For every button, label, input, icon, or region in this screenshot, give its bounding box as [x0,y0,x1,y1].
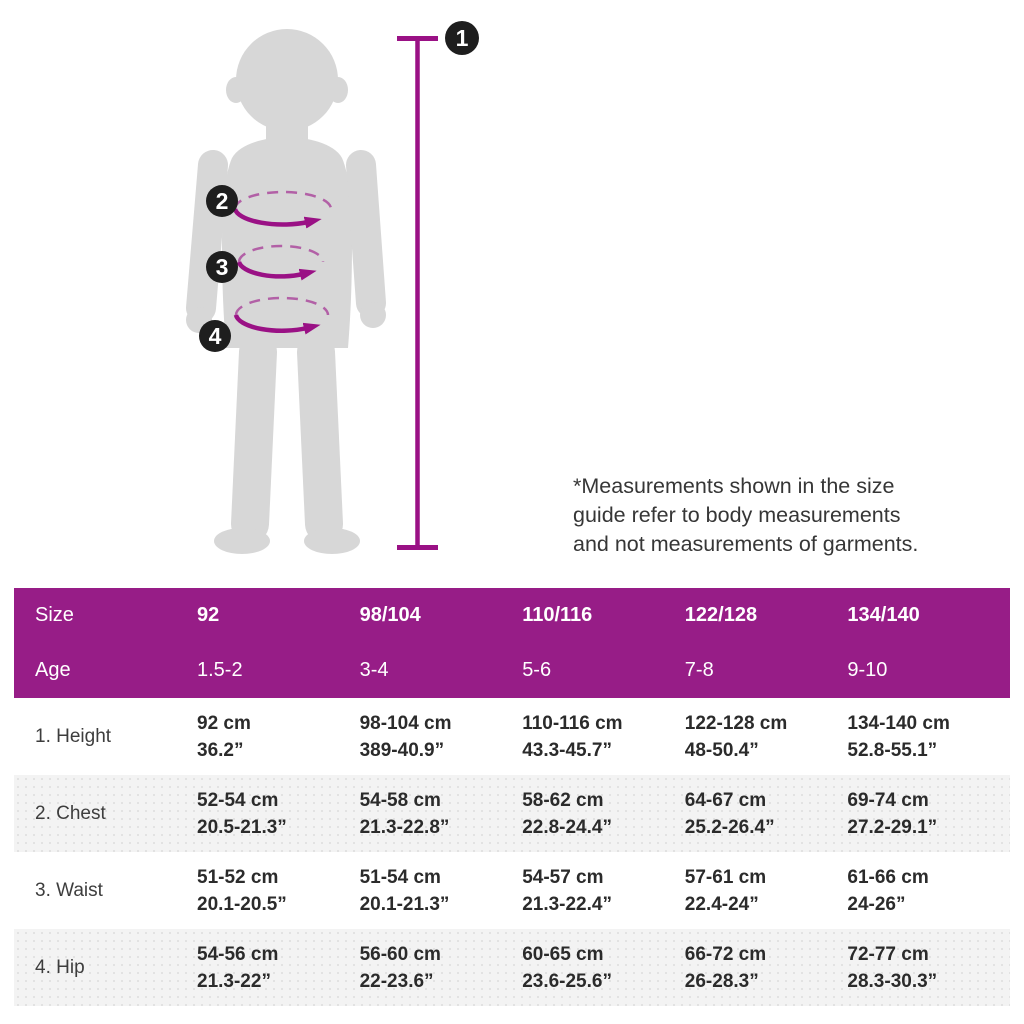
table-cell: 92 cm 36.2” [197,712,251,761]
table-cell: 134-140 cm 52.8-55.1” [847,712,950,761]
table-row-height: 1. Height 92 cm 36.2” 98-104 cm 389-40.9” … [14,698,1010,775]
marker-3-waist: 3 [206,251,238,283]
table-cell: 69-74 cm 27.2-29.1” [847,789,938,838]
hip-ring [233,296,330,335]
age-row-label: Age [35,659,71,681]
size-table: Size 92 98/104 110/116 122/128 134/140 A… [14,588,1010,1006]
table-cell: 54-57 cm 21.3-22.4” [522,866,612,915]
age-value: 9-10 [847,659,888,681]
row-label: 3. Waist [35,879,103,901]
size-value: 134/140 [847,604,920,626]
table-row-chest: 2. Chest 52-54 cm 20.5-21.3” 54-58 cm 21.3… [14,775,1010,852]
marker-3-number: 3 [216,254,229,280]
size-value: 110/116 [522,604,593,626]
table-cell: 58-62 cm 22.8-24.4” [522,789,612,838]
size-value: 92 [197,604,220,626]
table-cell: 51-52 cm 20.1-20.5” [197,866,287,915]
table-row-waist: 3. Waist 51-52 cm 20.1-20.5” 51-54 cm 20.1… [14,852,1010,929]
marker-1-number: 1 [456,25,469,51]
height-measure-line [397,36,438,550]
chest-ring [232,190,333,229]
size-value: 98/104 [359,604,421,626]
size-row-label: Size [35,604,74,626]
child-silhouette [186,29,386,554]
table-cell: 72-77 cm 28.3-30.3” [847,943,938,992]
table-cell: 60-65 cm 23.6-25.6” [522,943,612,992]
table-cell: 66-72 cm 26-28.3” [684,943,767,992]
table-row-hip: 4. Hip 54-56 cm 21.3-22” 56-60 cm 22-23.6”… [14,929,1010,1006]
table-cell: 122-128 cm 48-50.4” [684,712,788,761]
table-cell: 64-67 cm 25.2-26.4” [684,789,775,838]
marker-1-height: 1 [445,21,479,55]
age-value: 1.5-2 [197,659,243,681]
row-label: 4. Hip [35,956,85,978]
table-cell: 56-60 cm 22-23.6” [359,943,441,992]
row-label: 2. Chest [35,802,106,824]
age-header-row: Age 1.5-2 3-4 5-6 7-8 9-10 [14,643,1010,698]
age-value: 7-8 [684,659,714,681]
age-value: 5-6 [522,659,552,681]
measurements-note: *Measurements shown in the size guide re… [573,472,953,559]
size-header-row: Size 92 98/104 110/116 122/128 134/140 [14,588,1010,643]
measurement-diagram: 1 2 3 4 [186,21,479,554]
note-line-1: *Measurements shown in the size [573,474,895,498]
table-cell: 98-104 cm 389-40.9” [359,712,452,761]
size-table-header: Size 92 98/104 110/116 122/128 134/140 A… [14,588,1010,698]
note-line-3: and not measurements of garments. [573,532,919,556]
size-value: 122/128 [684,604,758,626]
table-cell: 54-56 cm 21.3-22” [197,943,279,992]
marker-4-number: 4 [209,323,222,349]
table-cell: 51-54 cm 20.1-21.3” [359,866,450,915]
table-cell: 110-116 cm 43.3-45.7” [522,712,623,761]
age-value: 3-4 [359,659,389,681]
table-cell: 54-58 cm 21.3-22.8” [359,789,450,838]
marker-4-hip: 4 [199,320,231,352]
row-label: 1. Height [35,725,112,747]
table-cell: 61-66 cm 24-26” [847,866,929,915]
table-cell: 52-54 cm 20.5-21.3” [197,789,287,838]
note-line-2: guide refer to body measurements [573,503,901,527]
marker-2-chest: 2 [206,185,238,217]
waist-ring [236,244,325,281]
table-cell: 57-61 cm 22.4-24” [684,866,767,915]
marker-2-number: 2 [216,188,229,214]
